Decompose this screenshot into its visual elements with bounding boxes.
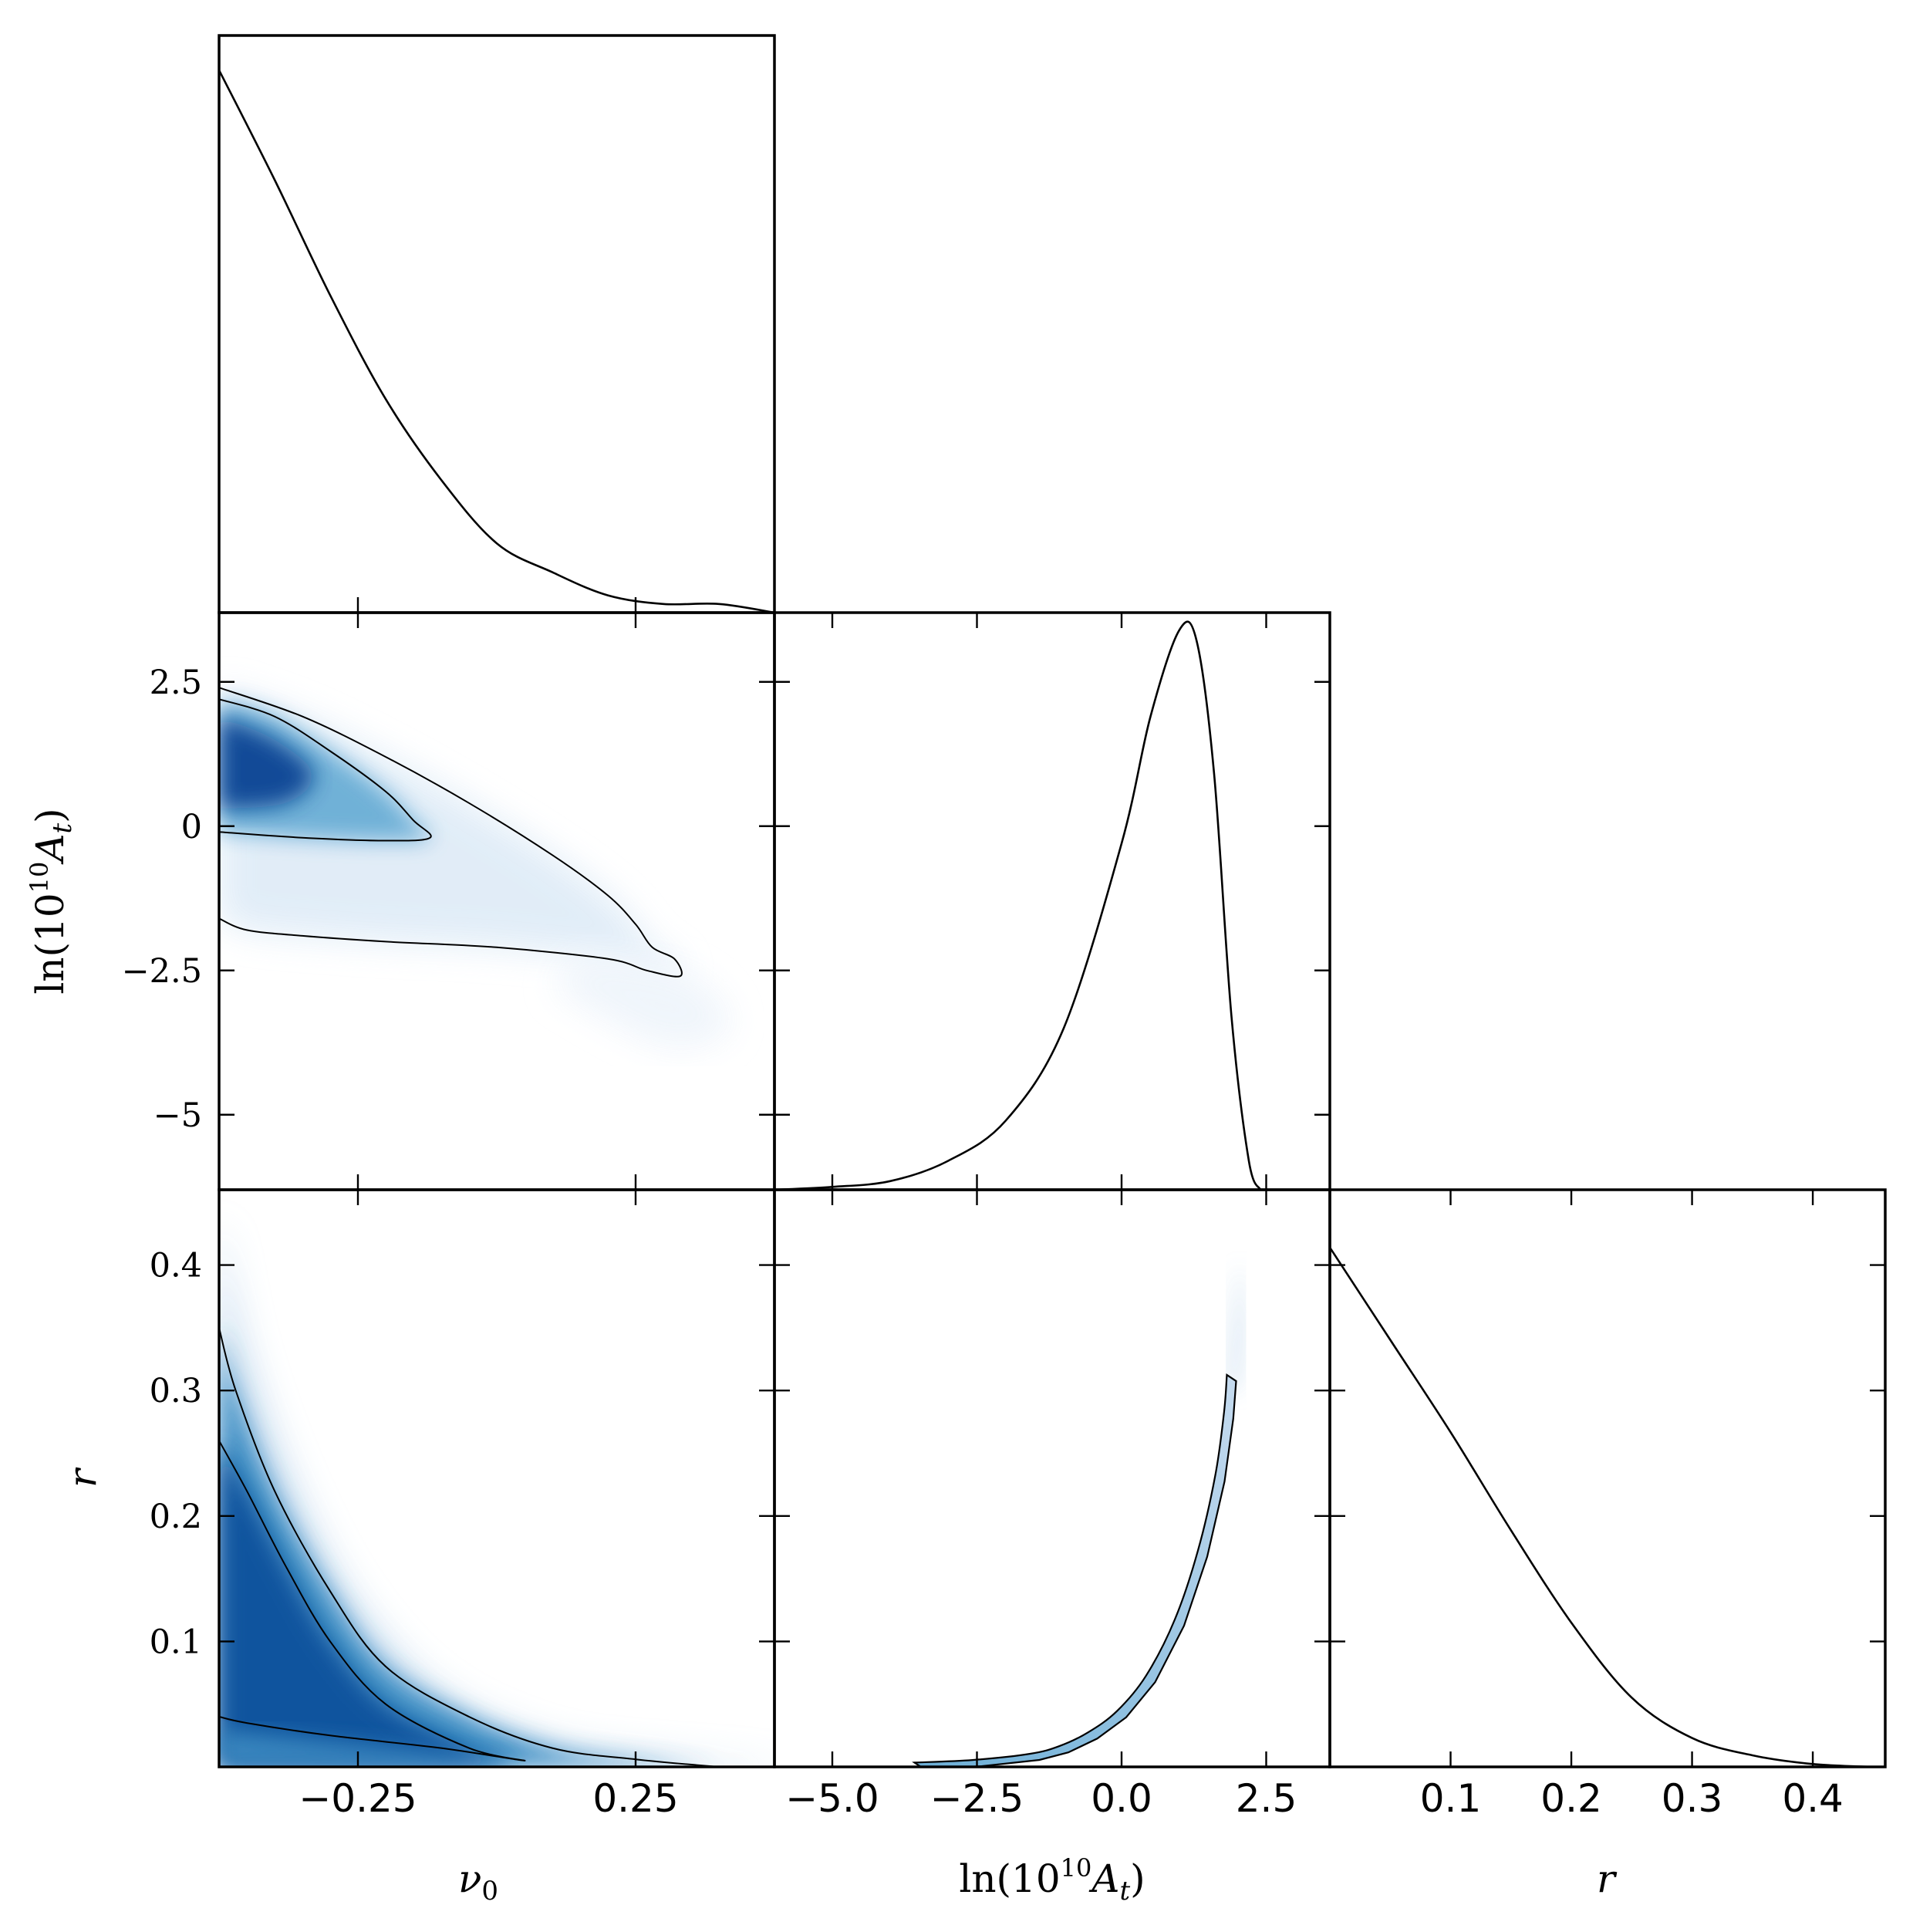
xtick-label-r: 0.4 xyxy=(1782,1776,1844,1821)
density-lower xyxy=(219,1729,508,1767)
xtick-label-nu0: 0.25 xyxy=(592,1776,678,1821)
density-tail xyxy=(552,953,731,1048)
xtick-label-r: 0.2 xyxy=(1540,1776,1602,1821)
xtick-label-lnAt: −2.5 xyxy=(930,1776,1024,1821)
panel-frame-nu0-marginal xyxy=(218,34,776,614)
marginal-curve-lnAt xyxy=(774,620,1262,1191)
contour-1sigma-nu0-lnAt xyxy=(219,698,432,842)
xtick-label-lnAt: 0.0 xyxy=(1091,1776,1152,1821)
contour-2sigma-nu0-r xyxy=(219,1327,720,1767)
heatmap-lnAt-r xyxy=(914,1265,1243,1767)
ylabel-r: r xyxy=(60,1467,105,1488)
density-ridge xyxy=(914,1374,1237,1767)
heatmap-nu0-r xyxy=(219,1214,774,1767)
density-core xyxy=(219,1441,513,1767)
ytick-label-r: 0.4 xyxy=(150,1247,202,1285)
marginal-curve-nu0 xyxy=(218,69,775,614)
xlabel-lnAt: ln(1010At) xyxy=(959,1853,1145,1907)
xtick-label-nu0: −0.25 xyxy=(299,1776,417,1821)
ytick-label-r: 0.1 xyxy=(150,1623,202,1661)
ylabel-lnAt: ln(1010At) xyxy=(25,808,78,994)
ytick-label-lnAt: 2.5 xyxy=(150,664,202,702)
density-mid xyxy=(219,1327,719,1767)
ytick-label-lnAt: −2.5 xyxy=(122,952,202,991)
heatmap-nu0-lnAt xyxy=(219,687,731,1048)
ytick-label-r: 0.3 xyxy=(150,1372,202,1410)
contour-1sigma-nu0-r xyxy=(219,1440,526,1761)
panel-frame-r-marginal xyxy=(1328,1188,1887,1768)
ytick-label-r: 0.2 xyxy=(150,1498,202,1536)
panel-frame-lnAt-marginal xyxy=(773,611,1331,1191)
xtick-label-lnAt: −5.0 xyxy=(785,1776,879,1821)
xlabel-r: r xyxy=(1597,1856,1618,1901)
xtick-label-r: 0.1 xyxy=(1420,1776,1482,1821)
xtick-label-r: 0.3 xyxy=(1662,1776,1723,1821)
contour-2sigma-nu0-lnAt xyxy=(219,687,683,978)
density-ridge-tip xyxy=(1228,1265,1243,1391)
xlabel-nu0: ν0 xyxy=(458,1856,498,1907)
marginal-curve-r xyxy=(1328,1247,1874,1768)
ytick-label-lnAt: 0 xyxy=(181,808,202,846)
density-peak xyxy=(219,716,314,809)
tick-marks: −0.25 0.25 −5.0 −2.5 0.0 2.5 0.1 0.2 0.3 0.4 2.5 0 −… xyxy=(122,597,1885,1821)
panel-frame-lnAt-r xyxy=(773,1188,1331,1768)
contour-ridge-lnAt-r xyxy=(912,1373,1237,1767)
density-halo xyxy=(219,1214,774,1767)
xtick-label-lnAt: 2.5 xyxy=(1236,1776,1297,1821)
ytick-label-lnAt: −5 xyxy=(154,1096,202,1135)
